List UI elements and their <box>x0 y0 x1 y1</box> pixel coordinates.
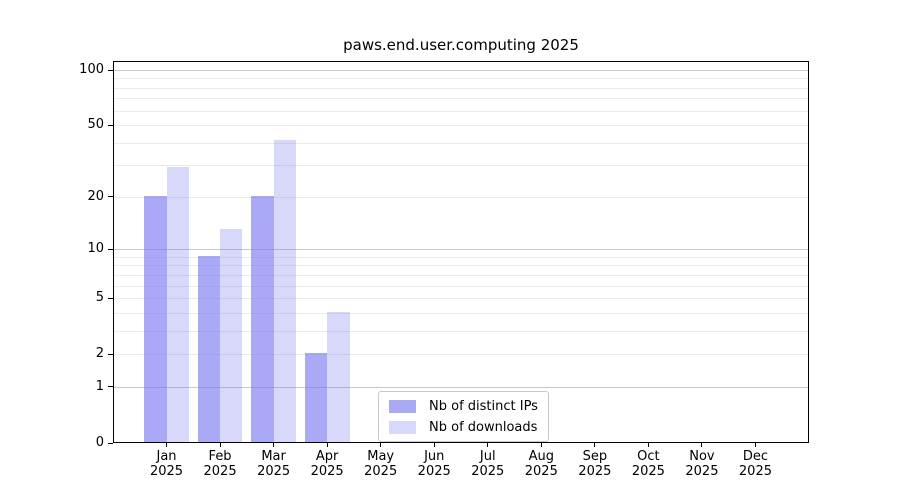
bar-distinct-ips-apr <box>304 353 328 442</box>
gridline-minor-50 <box>114 125 808 127</box>
gridline-minor-60 <box>114 110 808 112</box>
gridline-minor-2 <box>114 354 808 356</box>
x-tick-nov <box>701 443 703 447</box>
x-tick-label-jan: Jan 2025 <box>149 449 184 479</box>
x-tick-mar <box>273 443 275 447</box>
legend-item-distinct-ips: Nb of distinct IPs <box>389 397 538 415</box>
y-tick-label-2: 2 <box>95 346 104 362</box>
y-tick-label-20: 20 <box>87 188 104 204</box>
x-tick-jun <box>433 443 435 447</box>
gridline-minor-5 <box>114 298 808 300</box>
x-tick-sep <box>594 443 596 447</box>
gridline-major-100 <box>114 70 808 71</box>
x-tick-dec <box>754 443 756 447</box>
x-tick-label-nov: Nov 2025 <box>685 449 719 479</box>
gridline-minor-3 <box>114 330 808 332</box>
gridline-minor-7 <box>114 274 808 276</box>
y-tick-100 <box>108 69 113 71</box>
bar-downloads-mar <box>273 139 296 442</box>
plot-area <box>113 61 809 443</box>
legend-label-downloads: Nb of downloads <box>429 419 538 435</box>
gridline-minor-8 <box>114 265 808 267</box>
y-tick-10 <box>108 248 113 250</box>
legend-label-distinct-ips: Nb of distinct IPs <box>429 398 538 414</box>
gridline-minor-80 <box>114 87 808 89</box>
x-tick-oct <box>647 443 649 447</box>
y-tick-label-10: 10 <box>87 241 104 257</box>
bar-distinct-ips-jan <box>144 195 167 442</box>
x-tick-label-feb: Feb 2025 <box>203 449 237 479</box>
y-tick-20 <box>108 196 113 198</box>
y-tick-5 <box>108 297 113 299</box>
gridline-minor-4 <box>114 312 808 314</box>
legend: Nb of distinct IPs Nb of downloads <box>378 391 549 442</box>
y-tick-50 <box>108 124 113 126</box>
x-tick-label-apr: Apr 2025 <box>310 449 344 479</box>
bar-downloads-feb <box>220 228 243 442</box>
y-tick-1 <box>108 386 113 388</box>
legend-item-downloads: Nb of downloads <box>389 418 538 436</box>
y-tick-label-100: 100 <box>79 62 104 77</box>
gridline-minor-30 <box>114 165 808 167</box>
x-tick-label-may: May 2025 <box>364 449 398 479</box>
y-tick-0 <box>108 442 113 444</box>
y-tick-2 <box>108 353 113 355</box>
gridline-major-1 <box>114 386 808 388</box>
gridline-minor-9 <box>114 256 808 258</box>
gridline-minor-6 <box>114 285 808 287</box>
y-tick-label-5: 5 <box>95 290 104 306</box>
gridline-minor-40 <box>114 142 808 144</box>
legend-swatch-downloads <box>389 420 416 434</box>
bar-downloads-jan <box>166 167 189 442</box>
gridline-minor-90 <box>114 78 808 80</box>
gridline-major-10 <box>114 249 808 251</box>
gridline-minor-70 <box>114 98 808 100</box>
y-tick-label-1: 1 <box>95 378 104 394</box>
chart-title: paws.end.user.computing 2025 <box>343 36 579 54</box>
x-tick-label-mar: Mar 2025 <box>257 449 291 479</box>
x-tick-label-jun: Jun 2025 <box>417 449 451 479</box>
x-tick-label-aug: Aug 2025 <box>524 449 558 479</box>
bar-distinct-ips-feb <box>197 255 221 442</box>
x-tick-label-jul: Jul 2025 <box>471 449 505 479</box>
legend-swatch-distinct-ips <box>389 399 416 413</box>
bar-distinct-ips-mar <box>251 195 274 442</box>
x-tick-jul <box>487 443 489 447</box>
x-tick-label-sep: Sep 2025 <box>578 449 612 479</box>
bar-downloads-apr <box>327 311 350 442</box>
x-tick-label-dec: Dec 2025 <box>738 449 772 479</box>
x-tick-feb <box>219 443 221 447</box>
x-tick-label-oct: Oct 2025 <box>631 449 665 479</box>
gridline-minor-20 <box>114 196 808 198</box>
y-tick-label-0: 0 <box>95 435 104 450</box>
x-tick-aug <box>540 443 542 447</box>
x-tick-may <box>380 443 382 447</box>
y-tick-label-50: 50 <box>87 117 104 133</box>
x-tick-apr <box>326 443 328 447</box>
x-tick-jan <box>166 443 168 447</box>
